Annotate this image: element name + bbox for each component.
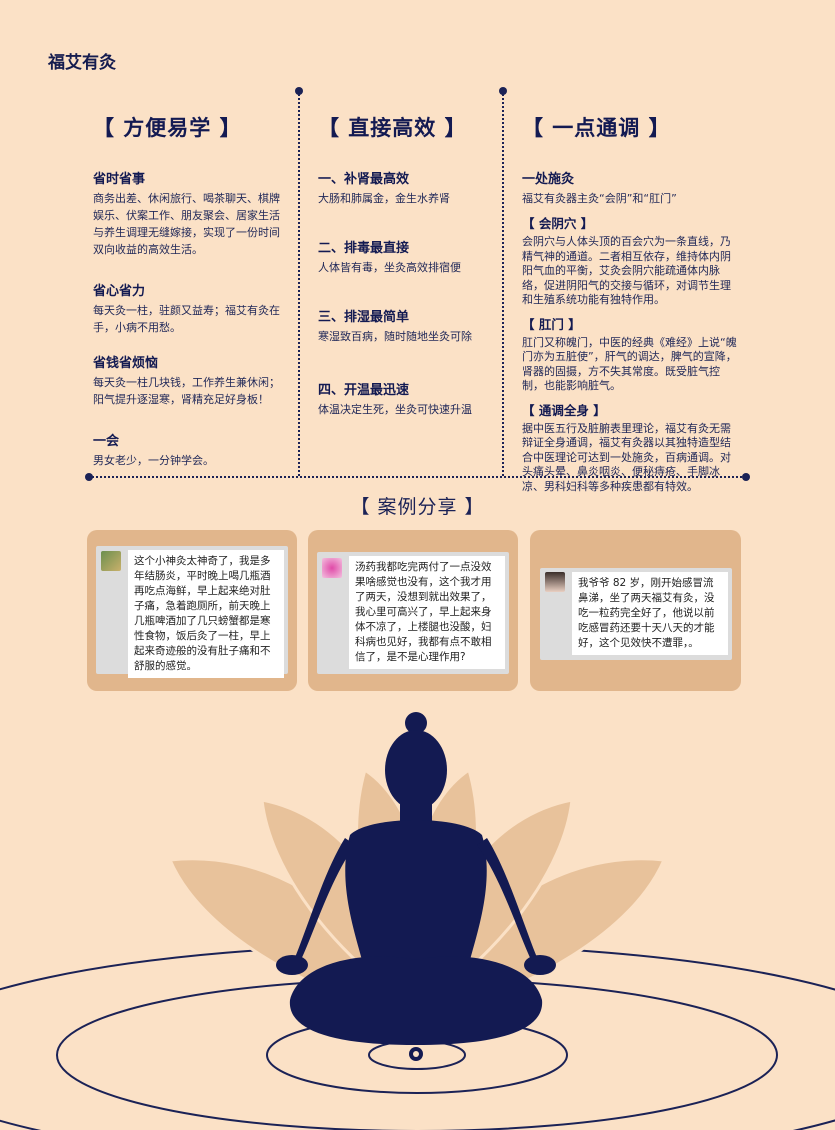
section-heading: 四、开温最迅速 — [318, 383, 410, 398]
tag-anus: 【 肛门 】 肛门又称魄门，中医的经典《难经》上说“魄门亦为五脏使”，肝气的调达… — [522, 314, 738, 394]
case-card: 我爷爷 82 岁，刚开始感冒流鼻涕，坐了两天福艾有灸，没吃一粒药完全好了，他说以… — [530, 530, 741, 691]
section-heading: 省钱省烦恼 — [93, 356, 159, 371]
section-kidney: 一、补肾最高效 大肠和肺属金，金生水养肾 — [318, 168, 493, 207]
center-dot — [413, 1051, 419, 1057]
section-text: 每天灸一柱几块钱，工作养生兼休闲；阳气提升逐湿寒，肾精充足好身板！ — [93, 376, 280, 406]
section-save-money: 省钱省烦恼 每天灸一柱几块钱，工作养生兼休闲；阳气提升逐湿寒，肾精充足好身板！ — [93, 352, 283, 408]
chat-screenshot: 这个小神灸太神奇了，我是多年结肠炎，平时晚上喝几瓶酒再吃点海鲜，早上起来绝对肚子… — [96, 546, 288, 678]
section-heading: 一会 — [93, 434, 120, 449]
chat-screenshot: 汤药我都吃完两付了一点没效果啥感觉也没有，这个我才用了两天，没想到就出效果了，我… — [317, 552, 509, 674]
meditating-person — [276, 712, 556, 1061]
avatar-flower-icon — [322, 558, 342, 578]
column-title: 【 方便易学 】 — [93, 116, 242, 140]
divider-dot — [499, 87, 507, 95]
section-one-place: 一处施灸 福艾有灸器主灸“会阴”和“肛门” — [522, 168, 738, 207]
avatar-photo-icon — [101, 551, 121, 571]
section-heading: 省心省力 — [93, 284, 146, 299]
section-text: 商务出差、休闲旅行、喝茶聊天、棋牌娱乐、伏案工作、朋友聚会、居家生活与养生调理无… — [93, 192, 280, 256]
column-title: 【 直接高效 】 — [318, 116, 467, 140]
chat-bubble: 汤药我都吃完两付了一点没效果啥感觉也没有，这个我才用了两天，没想到就出效果了，我… — [349, 556, 505, 669]
divider-vertical-right — [502, 90, 504, 476]
section-text: 男女老少，一分钟学会。 — [93, 454, 214, 467]
section-warmth: 四、开温最迅速 体温决定生死，坐灸可快速升温 — [318, 379, 493, 418]
avatar-woman-icon — [545, 572, 565, 592]
tag-text: 肛门又称魄门，中医的经典《难经》上说“魄门亦为五脏使”，肝气的调达，脾气的宣降，… — [522, 335, 737, 393]
section-learn: 一会 男女老少，一分钟学会。 — [93, 430, 283, 469]
tag-label: 【 通调全身 】 — [522, 402, 606, 418]
divider-dot — [295, 87, 303, 95]
divider-dot — [85, 473, 93, 481]
tag-label: 【 会阴穴 】 — [522, 216, 594, 231]
tag-text: 据中医五行及脏腑表里理论，福艾有灸无需辩证全身通调，福艾有灸器以其独特造型结合中… — [522, 421, 731, 493]
section-heading: 一、补肾最高效 — [318, 172, 410, 187]
tag-huiyin: 【 会阴穴 】 会阴穴与人体头顶的百会穴为一条直线，乃精气神的通道。二者相互依存… — [522, 213, 738, 308]
section-text: 体温决定生死，坐灸可快速升温 — [318, 403, 472, 416]
tag-text: 会阴穴与人体头顶的百会穴为一条直线，乃精气神的通道。二者相互依存，维持体内阴阳气… — [522, 235, 731, 306]
case-card: 汤药我都吃完两付了一点没效果啥感觉也没有，这个我才用了两天，没想到就出效果了，我… — [308, 530, 518, 691]
brand-title: 福艾有灸 — [48, 53, 116, 73]
tag-whole-body: 【 通调全身 】 据中医五行及脏腑表里理论，福艾有灸无需辩证全身通调，福艾有灸器… — [522, 400, 738, 495]
section-heading: 省时省事 — [93, 172, 146, 187]
tag-label: 【 肛门 】 — [522, 316, 581, 332]
section-text: 福艾有灸器主灸“会阴”和“肛门” — [522, 192, 677, 205]
divider-vertical-left — [298, 90, 300, 476]
divider-horizontal — [89, 476, 746, 478]
case-card: 这个小神灸太神奇了，我是多年结肠炎，平时晚上喝几瓶酒再吃点海鲜，早上起来绝对肚子… — [87, 530, 297, 691]
chat-bubble: 我爷爷 82 岁，刚开始感冒流鼻涕，坐了两天福艾有灸，没吃一粒药完全好了，他说以… — [572, 572, 728, 655]
section-heading: 二、排毒最直接 — [318, 241, 410, 256]
chat-screenshot: 我爷爷 82 岁，刚开始感冒流鼻涕，坐了两天福艾有灸，没吃一粒药完全好了，他说以… — [540, 568, 732, 660]
section-text: 大肠和肺属金，金生水养肾 — [318, 192, 450, 205]
meditation-illustration — [0, 712, 835, 1130]
column-efficient: 【 直接高效 】 一、补肾最高效 大肠和肺属金，金生水养肾 二、排毒最直接 人体… — [318, 112, 493, 418]
chat-bubble: 这个小神灸太神奇了，我是多年结肠炎，平时晚上喝几瓶酒再吃点海鲜，早上起来绝对肚子… — [128, 550, 284, 678]
section-text: 每天灸一柱，驻颜又益寿；福艾有灸在手，小病不用愁。 — [93, 304, 280, 334]
section-heading: 一处施灸 — [522, 172, 575, 187]
section-detox: 二、排毒最直接 人体皆有毒，坐灸高效排宿便 — [318, 237, 493, 276]
section-heading: 三、排湿最简单 — [318, 310, 410, 325]
section-text: 人体皆有毒，坐灸高效排宿便 — [318, 261, 461, 274]
divider-dot — [742, 473, 750, 481]
case-section-title: 【 案例分享 】 — [350, 496, 485, 518]
section-text: 寒湿致百病，随时随地坐灸可除 — [318, 330, 472, 343]
column-title: 【 一点通调 】 — [522, 116, 671, 140]
section-dampness: 三、排湿最简单 寒湿致百病，随时随地坐灸可除 — [318, 306, 493, 345]
column-one-point: 【 一点通调 】 一处施灸 福艾有灸器主灸“会阴”和“肛门” 【 会阴穴 】 会… — [522, 112, 738, 494]
column-convenient: 【 方便易学 】 省时省事 商务出差、休闲旅行、喝茶聊天、棋牌娱乐、伏案工作、朋… — [93, 112, 283, 469]
section-save-effort: 省心省力 每天灸一柱，驻颜又益寿；福艾有灸在手，小病不用愁。 — [93, 280, 283, 336]
section-save-time: 省时省事 商务出差、休闲旅行、喝茶聊天、棋牌娱乐、伏案工作、朋友聚会、居家生活与… — [93, 168, 283, 258]
